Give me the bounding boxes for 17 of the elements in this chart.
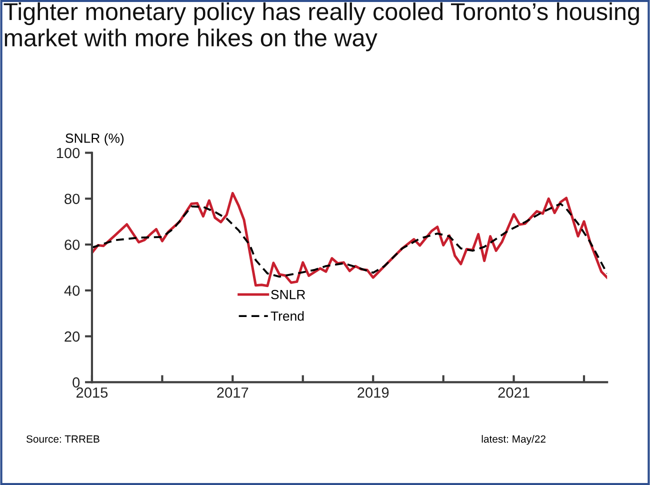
legend-label: Trend [270, 311, 304, 321]
source-note: Source: TRREB [26, 435, 100, 443]
y-axis-title: SNLR (%) [66, 133, 124, 146]
y-tick-label: 60 [64, 240, 80, 250]
x-tick-label: 2017 [217, 387, 248, 398]
chart-title: Tighter monetary policy has really cooled Toronto’s housing market with more hikes on the way [4, 2, 639, 52]
y-tick-label: 80 [64, 194, 80, 204]
x-tick-label: 2021 [498, 387, 530, 398]
y-tick-label: 20 [64, 331, 80, 342]
y-tick-label: 0 [72, 377, 80, 388]
legend-label: SNLR [271, 290, 306, 300]
y-tick-label: 100 [56, 148, 80, 158]
x-tick-label: 2019 [358, 387, 389, 398]
x-tick-label: 2015 [76, 387, 108, 398]
text: latest: May/22 [482, 435, 546, 445]
y-tick-label: 40 [64, 286, 80, 296]
line-series [92, 202, 608, 278]
